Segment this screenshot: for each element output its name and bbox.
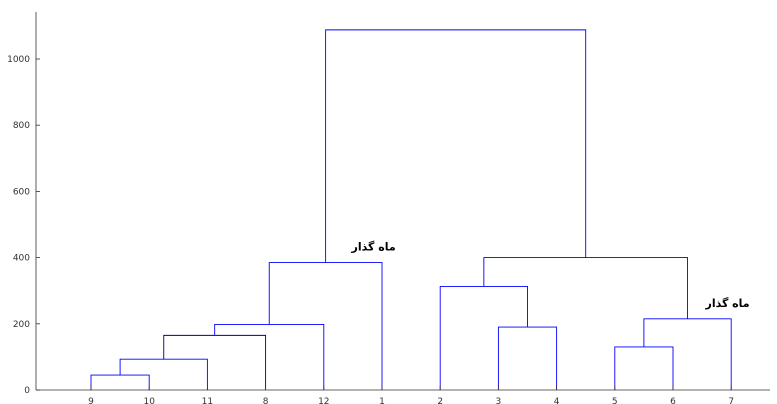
x-tick-label: 9 (88, 397, 94, 404)
dendrogram-link (643, 318, 732, 390)
dendrogram-link (497, 326, 558, 390)
dendrogram-link (325, 29, 587, 263)
x-tick-label: 3 (496, 397, 502, 404)
y-tick-label: 1000 (7, 55, 30, 65)
annotation-label: ماه گذار (704, 297, 749, 310)
dendrogram-link (163, 334, 267, 390)
dendrogram-links (90, 29, 732, 390)
annotations: ماه گذار ماه گذار (351, 241, 750, 310)
annotation-label: ماه گذار (351, 241, 396, 254)
dendrogram-link (614, 346, 674, 390)
dendrogram-link (214, 324, 325, 390)
x-tick-label: 7 (728, 397, 734, 404)
dendrogram-link (119, 358, 208, 390)
x-tick-label: 12 (318, 397, 329, 404)
x-tick-label: 4 (554, 397, 560, 404)
x-axis-ticks: 9 10 11 8 12 1 2 3 4 5 6 7 (88, 386, 734, 404)
dendrogram-link (90, 374, 150, 390)
axes (35, 12, 770, 391)
y-tick-label: 0 (24, 386, 30, 396)
dendrogram-link (483, 257, 688, 319)
x-tick-label: 10 (143, 397, 155, 404)
x-tick-label: 6 (670, 397, 676, 404)
x-tick-label: 2 (437, 397, 443, 404)
y-axis-ticks: 0 200 400 600 800 1000 (7, 55, 40, 396)
x-tick-label: 1 (379, 397, 385, 404)
x-tick-label: 5 (612, 397, 618, 404)
x-tick-label: 11 (202, 397, 213, 404)
y-tick-label: 600 (13, 187, 30, 197)
y-tick-label: 800 (13, 121, 30, 131)
dendrogram-link (268, 262, 383, 390)
dendrogram-link (439, 285, 528, 390)
y-tick-label: 400 (13, 254, 30, 264)
y-tick-label: 200 (13, 320, 30, 330)
x-tick-label: 8 (263, 397, 269, 404)
